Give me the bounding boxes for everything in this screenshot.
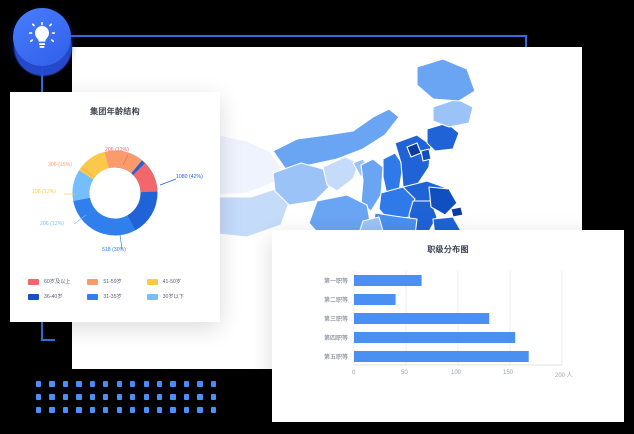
donut-label-3: 198 (12%) bbox=[32, 189, 56, 195]
legend-swatch bbox=[146, 278, 158, 285]
bar-category-5: 第五职等 bbox=[323, 355, 348, 361]
bar-1 bbox=[354, 275, 422, 286]
legend-swatch bbox=[28, 293, 39, 300]
legend-item-60-plus[interactable]: 60岁及以上 bbox=[28, 278, 87, 285]
donut-label-6: 1080 (42%) bbox=[176, 174, 203, 180]
bar-category-4: 第四职等 bbox=[323, 336, 348, 342]
legend-row: 60岁及以上 51-59岁 41-50岁 bbox=[28, 278, 206, 285]
bar-chart-svg bbox=[353, 271, 563, 366]
dot-row bbox=[36, 381, 216, 387]
bar-xtick-100: 100 bbox=[451, 370, 462, 376]
bar-3 bbox=[354, 313, 490, 324]
legend-label: 41-50岁 bbox=[162, 279, 182, 285]
legend-item-51-59[interactable]: 51-59岁 bbox=[87, 278, 146, 285]
legend-label: 36-40岁 bbox=[44, 294, 63, 300]
donut-label-4: 206 (12%) bbox=[40, 221, 64, 227]
bar-category-1: 第一职等 bbox=[323, 279, 348, 285]
bar-chart[interactable]: 第一职等 第二职等 第三职等 第四职等 第五职等 0 50 100 150 20… bbox=[272, 261, 624, 401]
legend-swatch bbox=[87, 278, 99, 285]
legend-label: 31-35岁 bbox=[103, 294, 122, 300]
legend-swatch bbox=[87, 293, 99, 300]
lightbulb-icon bbox=[28, 22, 56, 48]
connector-line-horizontal-top bbox=[62, 35, 527, 37]
bar-category-2: 第二职等 bbox=[323, 298, 348, 304]
donut-legend: 60岁及以上 51-59岁 41-50岁 36-40岁 31 bbox=[28, 278, 206, 308]
legend-item-31-35[interactable]: 31-35岁 bbox=[87, 293, 146, 300]
rank-distribution-card: 职级分布图 bbox=[272, 230, 624, 422]
bar-xtick-200: 200 人 bbox=[555, 373, 573, 379]
bar-category-3: 第三职等 bbox=[323, 317, 348, 323]
legend-swatch bbox=[28, 278, 39, 285]
donut-label-2: 306 (15%) bbox=[48, 162, 72, 168]
legend-item-41-50[interactable]: 41-50岁 bbox=[146, 278, 206, 285]
legend-item-under-30[interactable]: 30岁以下 bbox=[146, 293, 206, 300]
bar-xtick-50: 50 bbox=[401, 370, 408, 376]
donut-label-1: 206 (12%) bbox=[105, 147, 129, 153]
legend-label: 30岁以下 bbox=[162, 294, 184, 300]
age-structure-card: 集团年龄结构 bbox=[10, 92, 220, 322]
dot-row bbox=[36, 407, 216, 413]
connector-line-horizontal-bottom bbox=[41, 339, 55, 341]
bar-5 bbox=[354, 351, 529, 362]
donut-chart[interactable]: 206 (12%) 306 (15%) 198 (12%) 206 (12%) … bbox=[10, 121, 220, 271]
legend-item-36-40[interactable]: 36-40岁 bbox=[28, 293, 87, 300]
donut-svg bbox=[64, 150, 177, 250]
donut-label-5: 518 (30%) bbox=[102, 247, 126, 253]
bar-chart-title: 职级分布图 bbox=[427, 245, 469, 254]
legend-label: 51-59岁 bbox=[103, 279, 122, 285]
legend-label: 60岁及以上 bbox=[44, 279, 71, 285]
lightbulb-badge[interactable] bbox=[13, 8, 71, 66]
legend-swatch bbox=[146, 293, 158, 300]
connector-line-vertical-right bbox=[525, 35, 527, 47]
donut-chart-title: 集团年龄结构 bbox=[90, 107, 140, 116]
bar-2 bbox=[354, 294, 396, 305]
legend-row: 36-40岁 31-35岁 30岁以下 bbox=[28, 293, 206, 300]
bar-4 bbox=[354, 332, 516, 343]
bar-xtick-150: 150 bbox=[503, 370, 514, 376]
dot-grid-decoration bbox=[36, 381, 216, 423]
bar-xtick-0: 0 bbox=[352, 370, 356, 376]
dot-row bbox=[36, 394, 216, 400]
